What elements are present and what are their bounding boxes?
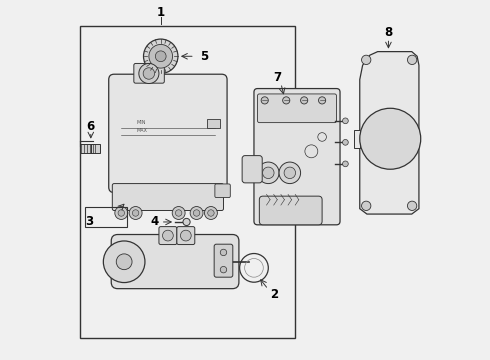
Text: 4: 4 [150,215,159,229]
Circle shape [261,97,269,104]
Text: 5: 5 [199,50,208,63]
Circle shape [194,210,200,216]
Circle shape [175,210,182,216]
Circle shape [149,44,172,68]
Circle shape [343,161,348,167]
Circle shape [143,68,155,79]
Circle shape [129,207,142,220]
Circle shape [362,201,371,211]
FancyBboxPatch shape [214,244,233,277]
Text: 3: 3 [85,215,93,228]
FancyBboxPatch shape [215,184,230,198]
Circle shape [258,162,279,184]
Polygon shape [360,51,419,214]
Circle shape [155,51,166,62]
Circle shape [103,241,145,283]
Circle shape [220,249,227,256]
FancyBboxPatch shape [177,226,195,244]
FancyBboxPatch shape [109,74,227,193]
Circle shape [139,63,159,84]
Text: 7: 7 [273,71,281,84]
Circle shape [132,210,139,216]
Circle shape [318,97,326,104]
FancyBboxPatch shape [254,89,340,225]
Bar [85,207,126,226]
Circle shape [279,162,300,184]
Circle shape [115,207,128,220]
FancyBboxPatch shape [242,156,262,183]
Circle shape [144,39,178,73]
Circle shape [300,97,308,104]
Circle shape [204,207,218,220]
Circle shape [408,201,417,211]
Circle shape [360,108,421,169]
Text: 6: 6 [87,121,95,134]
Circle shape [283,97,290,104]
FancyBboxPatch shape [134,63,164,83]
FancyBboxPatch shape [111,234,239,289]
Text: MAX: MAX [137,127,147,132]
Circle shape [118,210,124,216]
Circle shape [208,210,214,216]
Circle shape [180,230,191,241]
Text: 8: 8 [384,26,392,39]
Circle shape [183,219,190,226]
Circle shape [343,139,348,145]
Circle shape [408,55,417,64]
Text: 2: 2 [270,288,278,301]
FancyBboxPatch shape [112,184,223,211]
Bar [80,144,100,153]
Circle shape [284,167,295,179]
Text: 1: 1 [157,6,165,19]
FancyBboxPatch shape [258,94,337,123]
Circle shape [163,230,173,241]
Circle shape [172,207,185,220]
Circle shape [263,167,274,179]
Circle shape [116,254,132,270]
FancyBboxPatch shape [159,226,177,244]
Text: MIN: MIN [137,120,146,125]
FancyBboxPatch shape [259,196,322,225]
Polygon shape [354,130,360,148]
Circle shape [220,266,227,273]
Bar [80,26,295,338]
Circle shape [362,55,371,64]
Circle shape [343,118,348,124]
Circle shape [190,207,203,220]
Bar [207,119,220,128]
